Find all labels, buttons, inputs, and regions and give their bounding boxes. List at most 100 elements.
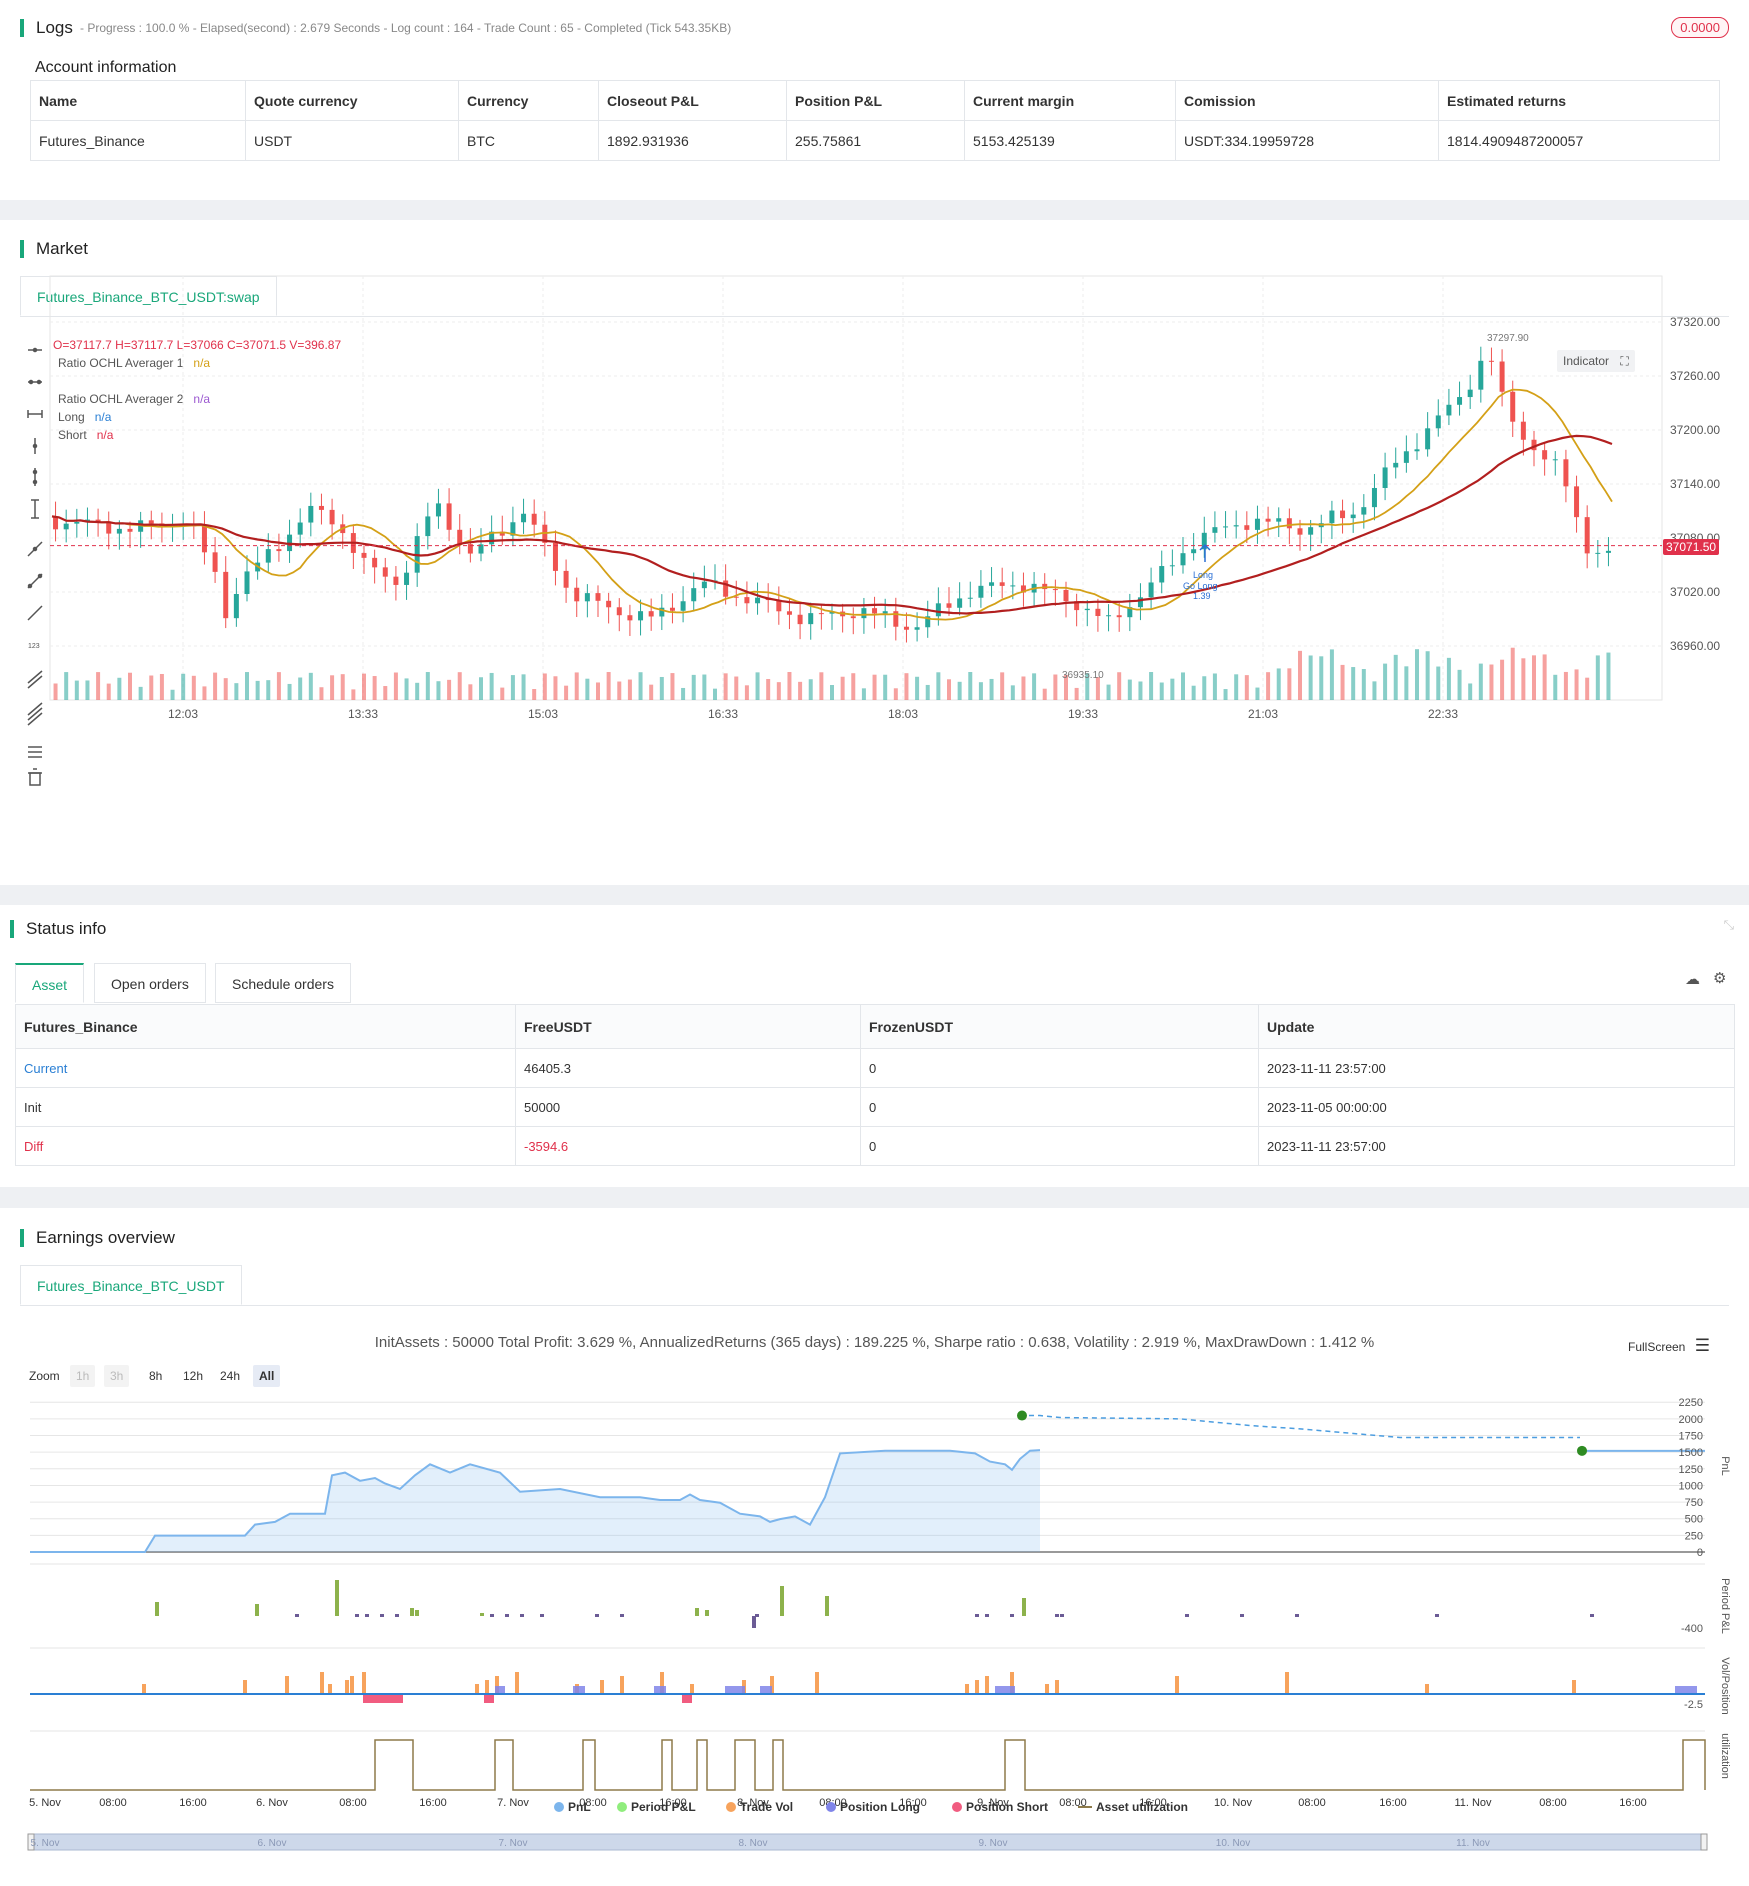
legend-position-long[interactable]: Position Long bbox=[826, 1800, 920, 1814]
asset-cell: 46405.3 bbox=[515, 1048, 861, 1088]
collapse-icon[interactable]: ⤡ bbox=[1723, 917, 1734, 932]
volume-bar bbox=[255, 680, 260, 700]
indicator-button[interactable]: Indicator ⛶ bbox=[1557, 350, 1635, 372]
menu-icon[interactable]: ☰ bbox=[1694, 1336, 1710, 1355]
indicator-legend-1: Ratio OCHL Averager 1 n/a bbox=[58, 356, 211, 370]
zoom-all[interactable]: All bbox=[253, 1365, 281, 1387]
volume-bar bbox=[1191, 685, 1196, 700]
position-long-bar bbox=[1675, 1686, 1697, 1694]
period-pnl-bar bbox=[480, 1613, 484, 1616]
gear-icon[interactable]: ⚙ bbox=[1713, 970, 1727, 987]
volume-bar bbox=[861, 688, 866, 700]
account-cell: 1814.4909487200057 bbox=[1438, 120, 1720, 161]
tab-open-orders[interactable]: Open orders bbox=[94, 963, 206, 1003]
volume-bar bbox=[266, 680, 271, 700]
navigator-handle-right bbox=[1700, 1833, 1708, 1851]
candle-body bbox=[201, 525, 207, 553]
volume-bar bbox=[1181, 672, 1185, 700]
trade-vol-bar bbox=[660, 1672, 664, 1694]
trade-vol-bar bbox=[985, 1676, 989, 1694]
candlestick-chart[interactable]: 37320.0037260.0037200.0037140.0037080.00… bbox=[0, 220, 1749, 885]
period-pnl-bar bbox=[505, 1614, 509, 1617]
candle-body bbox=[989, 582, 995, 586]
asset-col-exchange: Futures_Binance bbox=[15, 1004, 516, 1049]
position-long-bar bbox=[760, 1686, 772, 1694]
candle-body bbox=[1563, 459, 1569, 487]
account-col-quote: Quote currency bbox=[245, 80, 459, 121]
zoom-12h[interactable]: 12h bbox=[183, 1369, 204, 1383]
price-tick-label: 36960.00 bbox=[1670, 639, 1720, 653]
tab-market-symbol[interactable]: Futures_Binance_BTC_USDT:swap bbox=[20, 276, 277, 316]
candle-body bbox=[233, 593, 239, 619]
zoom-3h[interactable]: 3h bbox=[104, 1365, 130, 1387]
period-pnl-bar bbox=[380, 1614, 384, 1617]
legend-trade-vol[interactable]: Trade Vol bbox=[726, 1800, 793, 1814]
tab-asset[interactable]: Asset bbox=[15, 963, 85, 1003]
volume-bar bbox=[989, 678, 994, 700]
trade-vol-bar bbox=[965, 1684, 969, 1694]
candle-body bbox=[414, 536, 420, 573]
price-tick-label: 37020.00 bbox=[1670, 585, 1720, 599]
price-tick-label: 37140.00 bbox=[1670, 477, 1720, 491]
volume-bar bbox=[872, 674, 877, 700]
logs-panel: Logs - Progress : 100.0 % - Elapsed(seco… bbox=[0, 0, 1749, 200]
earnings-chart[interactable]: 2250 2000 1750 1500 1250 1000 750 500 250 0 -400 -2… bbox=[0, 1386, 1749, 1886]
legend-period-pnl[interactable]: Period P&L bbox=[617, 1800, 696, 1814]
legend-position-short[interactable]: Position Short bbox=[952, 1800, 1048, 1814]
time-tick-label: 16:00 bbox=[1619, 1797, 1647, 1809]
asset-cell: 2023-11-11 23:57:00 bbox=[1258, 1126, 1735, 1166]
candle-body bbox=[1084, 608, 1090, 611]
candle-body bbox=[1297, 528, 1303, 535]
candle-body bbox=[1191, 549, 1197, 554]
pnl-tick-label: 2000 bbox=[1679, 1414, 1703, 1426]
candle-body bbox=[1233, 525, 1239, 527]
candle-body bbox=[180, 525, 186, 527]
volume-bar bbox=[925, 684, 930, 700]
volume-bar bbox=[1000, 672, 1005, 700]
volume-bar bbox=[681, 687, 686, 700]
time-tick-label: 08:00 bbox=[339, 1797, 367, 1809]
trade-vol-bar bbox=[1175, 1676, 1179, 1694]
layout-and-trash-icons[interactable] bbox=[24, 741, 46, 791]
volume-bar bbox=[787, 672, 792, 700]
candle-body bbox=[765, 597, 771, 601]
candle-body bbox=[669, 607, 675, 611]
position-short-bar bbox=[484, 1694, 494, 1703]
pnl-area bbox=[30, 1450, 1040, 1552]
candle-body bbox=[1223, 526, 1229, 528]
candle-body bbox=[776, 600, 782, 612]
asset-row-label: Current bbox=[15, 1048, 516, 1088]
candle-body bbox=[563, 570, 569, 588]
navigator-handle-left bbox=[27, 1833, 35, 1851]
candle-body bbox=[499, 531, 505, 536]
drawing-tools-icons[interactable]: 123 bbox=[24, 338, 46, 738]
zoom-8h[interactable]: 8h bbox=[149, 1369, 163, 1383]
tab-earnings-symbol[interactable]: Futures_Binance_BTC_USDT bbox=[20, 1265, 242, 1305]
expand-icon[interactable]: ⛶ bbox=[1620, 354, 1629, 368]
legend-asset-utilization[interactable]: Asset utilization bbox=[1078, 1800, 1188, 1814]
tab-schedule-orders[interactable]: Schedule orders bbox=[215, 963, 351, 1003]
fullscreen-button[interactable]: FullScreen ☰ bbox=[1628, 1336, 1710, 1355]
zoom-24h[interactable]: 24h bbox=[220, 1369, 241, 1383]
period-pnl-bar bbox=[335, 1580, 339, 1616]
candle-body bbox=[191, 525, 197, 527]
period-pnl-bar bbox=[365, 1614, 369, 1617]
time-tick-label: 11. Nov bbox=[1454, 1797, 1492, 1809]
volume-bar bbox=[1074, 687, 1079, 700]
period-pnl-bar bbox=[415, 1610, 419, 1616]
volume-bar bbox=[1457, 669, 1462, 700]
time-tick-label: 6. Nov bbox=[256, 1797, 288, 1809]
svg-text:123: 123 bbox=[28, 643, 40, 650]
cloud-icon[interactable]: ☁ bbox=[1685, 971, 1700, 988]
zoom-1h[interactable]: 1h bbox=[70, 1365, 96, 1387]
volume-bar bbox=[1595, 655, 1600, 700]
volume-bar bbox=[1149, 672, 1154, 700]
candle-body bbox=[1201, 532, 1207, 550]
account-header-row: Name Quote currency Currency Closeout P&… bbox=[30, 80, 1720, 121]
legend-pnl[interactable]: PnL bbox=[554, 1800, 591, 1814]
candle-body bbox=[1425, 428, 1431, 450]
volume-bar bbox=[1234, 674, 1239, 700]
volume-bar bbox=[223, 678, 228, 700]
volume-bar bbox=[436, 681, 441, 700]
volume-bar bbox=[372, 676, 377, 700]
